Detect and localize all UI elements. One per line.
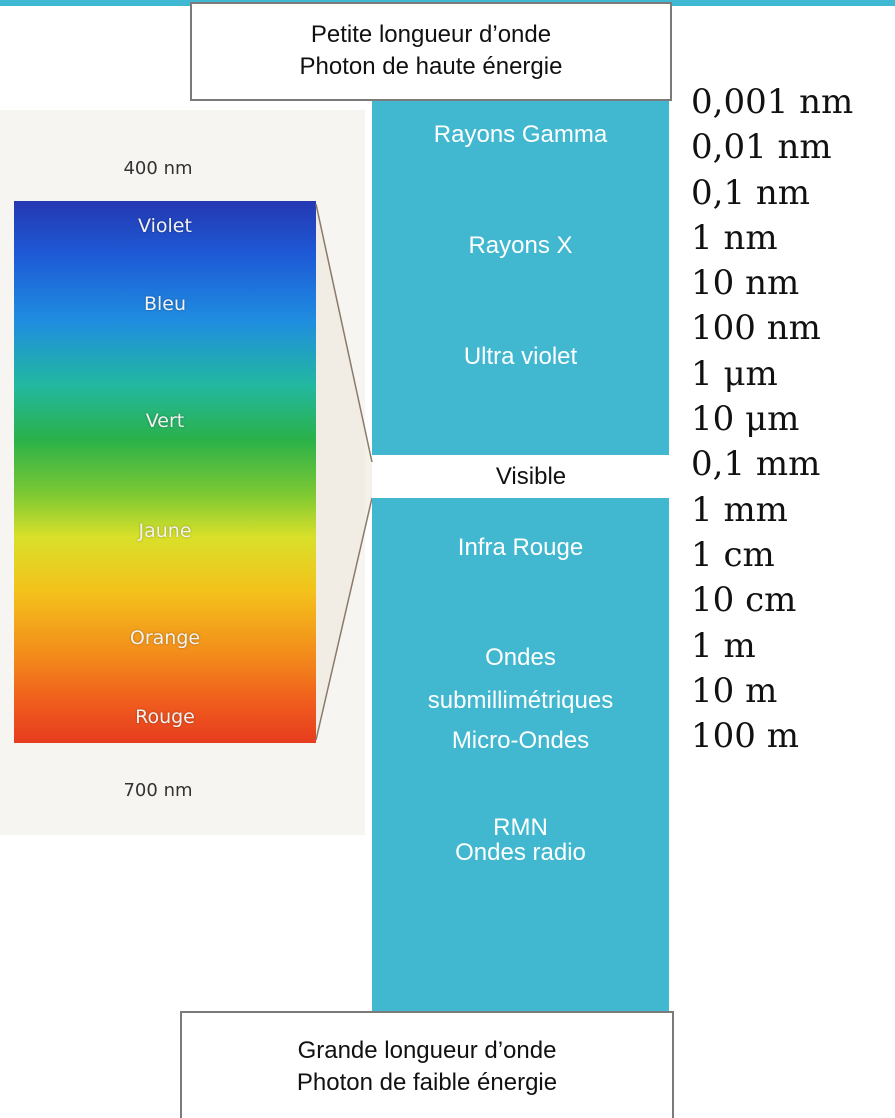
spectrum-color-bleu: Bleu [143,293,187,315]
em-label-infrared: Infra Rouge [457,534,584,561]
spectrum-color-orange: Orange [129,627,201,649]
em-label-submm-line2: submillimétriques [427,687,614,714]
scale-label: 10 nm [691,263,800,304]
scale-label: 1 m [691,625,756,666]
zoom-connector-lines [315,203,373,741]
em-label-xray: Rayons X [468,232,573,259]
bottom-callout-line1: Grande longueur d’onde [297,1037,557,1064]
em-label-visible: Visible [495,463,567,490]
scale-label: 1 mm [691,489,788,530]
bottom-callout-box: Grande longueur d’onde Photon de faible … [180,1011,674,1118]
em-upper-box [372,95,669,455]
scale-label: 0,1 nm [691,172,811,213]
scale-label: 10 cm [691,580,797,621]
top-callout-box: Petite longueur d’onde Photon de haute é… [190,2,672,101]
top-callout-line1: Petite longueur d’onde [310,21,552,48]
scale-label: 0,1 mm [691,444,821,485]
scale-label: 100 nm [691,308,821,349]
spectrum-color-jaune: Jaune [138,520,192,542]
bottom-callout-line2: Photon de faible énergie [296,1069,558,1096]
visible-spectrum-gradient [14,201,316,743]
top-callout-line2: Photon de haute énergie [299,53,563,80]
em-label-rmn: RMN [493,814,548,841]
spectrum-color-vert: Vert [145,410,185,432]
scale-label: 1 nm [691,217,778,258]
spectrum-color-rouge: Rouge [135,706,195,728]
em-label-submm-line1: Ondes [485,644,556,671]
em-label-gamma: Rayons Gamma [433,121,608,148]
scale-label: 100 m [691,716,799,757]
spectrum-top-wavelength: 400 nm [123,158,193,179]
spectrum-bottom-wavelength: 700 nm [123,780,193,801]
scale-label: 1 μm [691,353,778,394]
scale-label: 0,001 nm [691,82,854,122]
scale-label: 10 μm [691,399,800,440]
wavelength-scale: 0,001 nm 0,01 nm 0,1 nm 1 nm 10 nm 100 n… [691,80,853,759]
scale-label: 1 cm [691,534,775,575]
em-label-microwave: Micro-Ondes [451,727,590,754]
spectrum-color-violet: Violet [138,215,192,237]
em-label-uv: Ultra violet [463,343,578,370]
scale-label: 10 m [691,670,778,711]
em-label-radio: Ondes radio [455,839,586,866]
scale-label: 0,01 nm [691,127,832,168]
